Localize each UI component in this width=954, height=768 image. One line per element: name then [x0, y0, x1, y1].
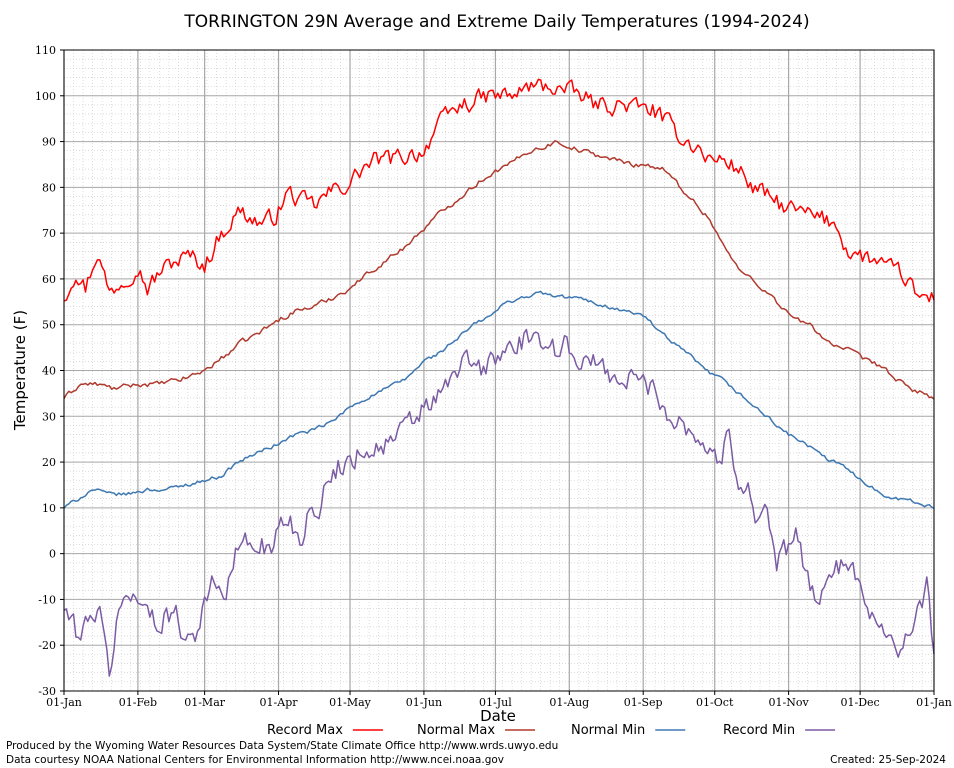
x-tick-label: 01-Aug	[549, 696, 589, 709]
x-tick-label: 01-Dec	[841, 696, 880, 709]
y-tick-label: 110	[35, 44, 56, 57]
y-tick-label: 0	[49, 548, 56, 561]
series-line-record-max	[63, 78, 935, 303]
legend-label: Record Min	[723, 723, 795, 738]
x-tick-label: 01-May	[329, 696, 372, 709]
series-line-normal-max	[63, 140, 935, 400]
x-tick-label: 01-Jul	[479, 696, 512, 709]
footer-created-date: Created: 25-Sep-2024	[830, 754, 946, 766]
grid	[63, 49, 935, 692]
legend-label: Record Max	[267, 723, 343, 738]
y-tick-label: -20	[38, 639, 56, 652]
x-tick-label: 01-Oct	[696, 696, 734, 709]
x-axis-ticks: 01-Jan 01-Feb 01-Mar 01-Apr 01-May 01-Jun 01-J…	[46, 691, 952, 709]
legend-label: Normal Max	[417, 723, 495, 738]
legend-label: Normal Min	[571, 723, 645, 738]
y-tick-label: 90	[42, 136, 56, 149]
series-line-normal-min	[63, 290, 935, 510]
x-axis-label: Date	[480, 707, 516, 725]
footer-data-courtesy: Data courtesy NOAA National Centers for …	[6, 754, 504, 766]
y-tick-label: 70	[42, 227, 56, 240]
x-tick-label: 01-Jan	[916, 696, 952, 709]
y-tick-label: 10	[42, 502, 56, 515]
y-tick-label: -10	[38, 593, 56, 606]
y-tick-label: 50	[42, 319, 56, 332]
series-lines	[63, 78, 935, 677]
y-tick-label: 30	[42, 410, 56, 423]
series-line-record-min	[63, 328, 935, 677]
y-tick-label: 60	[42, 273, 56, 286]
y-tick-label: -30	[38, 685, 56, 698]
x-tick-label: 01-Mar	[184, 696, 226, 709]
x-tick-label: 01-Feb	[119, 696, 157, 709]
y-tick-label: 40	[42, 365, 56, 378]
y-axis-label: Temperature (F)	[11, 310, 29, 431]
x-tick-label: 01-Jan	[46, 696, 82, 709]
y-tick-label: 80	[42, 181, 56, 194]
x-tick-label: 01-Nov	[769, 696, 810, 709]
y-tick-label: 20	[42, 456, 56, 469]
legend: Record Max Normal Max Normal Min Record Min	[267, 723, 836, 738]
x-tick-label: 01-Jun	[406, 696, 442, 709]
chart-title: TORRINGTON 29N Average and Extreme Daily…	[183, 12, 809, 32]
footer-produced-by: Produced by the Wyoming Water Resources …	[6, 740, 558, 752]
x-tick-label: 01-Apr	[260, 696, 299, 709]
y-tick-label: 100	[35, 90, 56, 103]
x-tick-label: 01-Sep	[624, 696, 663, 709]
